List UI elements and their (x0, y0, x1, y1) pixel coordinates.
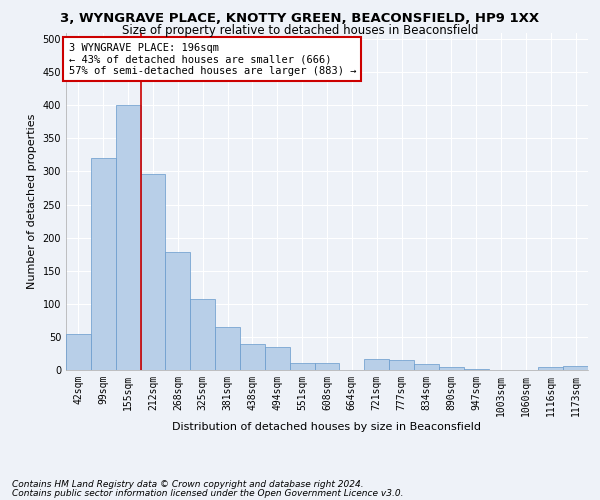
Bar (563, 366, 588, 370)
Bar (314, 362, 340, 370)
Bar (389, 360, 414, 370)
Bar (116, 106, 140, 370)
Text: Contains public sector information licensed under the Open Government Licence v3: Contains public sector information licen… (12, 488, 404, 498)
Bar (265, 347, 290, 370)
Bar (240, 344, 265, 370)
Text: Contains HM Land Registry data © Crown copyright and database right 2024.: Contains HM Land Registry data © Crown c… (12, 480, 364, 489)
Bar (439, 366, 464, 370)
Bar (140, 174, 166, 370)
Text: Size of property relative to detached houses in Beaconsfield: Size of property relative to detached ho… (122, 24, 478, 37)
Bar (166, 252, 190, 370)
Bar (364, 360, 389, 370)
Bar (91, 158, 116, 370)
Bar (190, 298, 215, 370)
Bar (215, 327, 240, 370)
Text: 3 WYNGRAVE PLACE: 196sqm
← 43% of detached houses are smaller (666)
57% of semi-: 3 WYNGRAVE PLACE: 196sqm ← 43% of detach… (68, 42, 356, 76)
Bar (290, 362, 314, 370)
Text: 3, WYNGRAVE PLACE, KNOTTY GREEN, BEACONSFIELD, HP9 1XX: 3, WYNGRAVE PLACE, KNOTTY GREEN, BEACONS… (61, 12, 539, 26)
Y-axis label: Number of detached properties: Number of detached properties (27, 114, 37, 289)
Bar (414, 364, 439, 370)
X-axis label: Distribution of detached houses by size in Beaconsfield: Distribution of detached houses by size … (173, 422, 482, 432)
Bar (66, 334, 91, 370)
Bar (538, 366, 563, 370)
